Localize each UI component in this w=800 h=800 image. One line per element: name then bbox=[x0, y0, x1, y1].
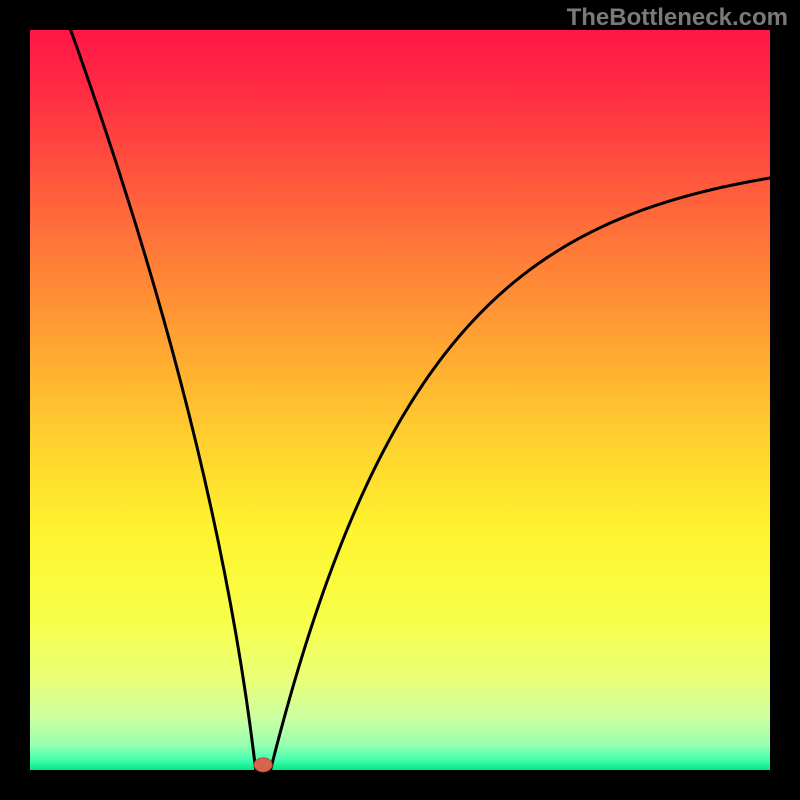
minimum-marker bbox=[254, 758, 272, 772]
chart-frame: TheBottleneck.com bbox=[0, 0, 800, 800]
gradient-background bbox=[30, 30, 770, 770]
watermark-text: TheBottleneck.com bbox=[567, 4, 788, 32]
bottleneck-chart bbox=[0, 0, 800, 800]
